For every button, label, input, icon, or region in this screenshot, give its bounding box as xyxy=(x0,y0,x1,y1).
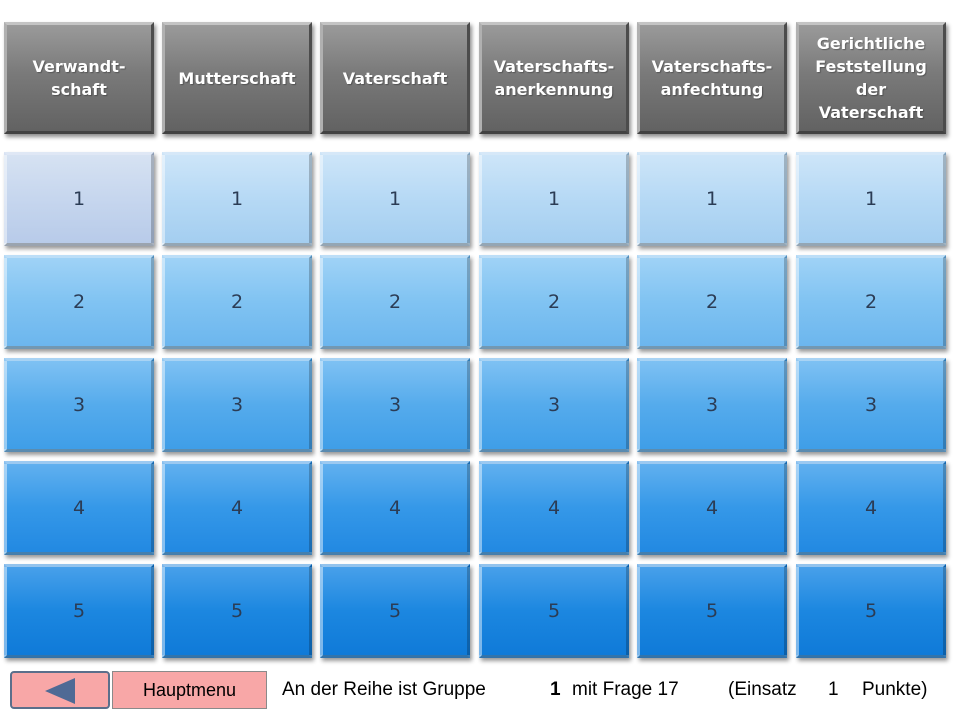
question-tile[interactable]: 3 xyxy=(637,358,787,452)
question-tile[interactable]: 5 xyxy=(796,564,946,658)
category-header: Verwandt- schaft xyxy=(4,22,154,134)
question-tile[interactable]: 4 xyxy=(796,461,946,555)
current-group: 1 xyxy=(550,679,561,700)
question-tile[interactable]: 1 xyxy=(4,152,154,246)
question-tile[interactable]: 5 xyxy=(637,564,787,658)
category-header: Vaterschafts- anfechtung xyxy=(637,22,787,134)
question-tile[interactable]: 4 xyxy=(4,461,154,555)
question-tile[interactable]: 1 xyxy=(320,152,470,246)
question-tile[interactable]: 1 xyxy=(162,152,312,246)
stake-close: Punkte) xyxy=(862,679,928,700)
question-tile[interactable]: 2 xyxy=(479,255,629,349)
question-tile[interactable]: 2 xyxy=(320,255,470,349)
question-tile[interactable]: 2 xyxy=(637,255,787,349)
question-tile[interactable]: 3 xyxy=(479,358,629,452)
question-tile[interactable]: 5 xyxy=(162,564,312,658)
question-tile[interactable]: 3 xyxy=(796,358,946,452)
stake-value: 1 xyxy=(828,679,839,700)
category-header: Vaterschafts- anerkennung xyxy=(479,22,629,134)
question-tile[interactable]: 4 xyxy=(162,461,312,555)
back-button[interactable] xyxy=(10,671,110,709)
category-header: Vaterschaft xyxy=(320,22,470,134)
question-tile[interactable]: 4 xyxy=(637,461,787,555)
game-board: Verwandt- schaft Mutterschaft Vaterschaft V… xyxy=(4,22,946,658)
left-triangle-icon xyxy=(45,678,75,704)
question-tile[interactable]: 1 xyxy=(796,152,946,246)
question-tile[interactable]: 3 xyxy=(4,358,154,452)
question-tile[interactable]: 4 xyxy=(320,461,470,555)
question-tile[interactable]: 5 xyxy=(320,564,470,658)
question-tile[interactable]: 3 xyxy=(320,358,470,452)
question-tile[interactable]: 2 xyxy=(4,255,154,349)
main-menu-button[interactable]: Hauptmenu xyxy=(112,671,267,709)
question-tile[interactable]: 1 xyxy=(637,152,787,246)
category-header: Gerichtliche Feststellung der Vaterschaf… xyxy=(796,22,946,134)
question-tile[interactable]: 3 xyxy=(162,358,312,452)
question-tile[interactable]: 5 xyxy=(479,564,629,658)
question-tile[interactable]: 2 xyxy=(162,255,312,349)
question-tile[interactable]: 1 xyxy=(479,152,629,246)
question-tile[interactable]: 2 xyxy=(796,255,946,349)
question-tile[interactable]: 5 xyxy=(4,564,154,658)
status-prefix: An der Reihe ist Gruppe xyxy=(282,679,486,700)
current-question: mit Frage 17 xyxy=(572,679,679,700)
category-header: Mutterschaft xyxy=(162,22,312,134)
question-tile[interactable]: 4 xyxy=(479,461,629,555)
footer-bar: Hauptmenu An der Reihe ist Gruppe 1 mit … xyxy=(0,662,960,720)
stake-open: (Einsatz xyxy=(728,679,797,700)
